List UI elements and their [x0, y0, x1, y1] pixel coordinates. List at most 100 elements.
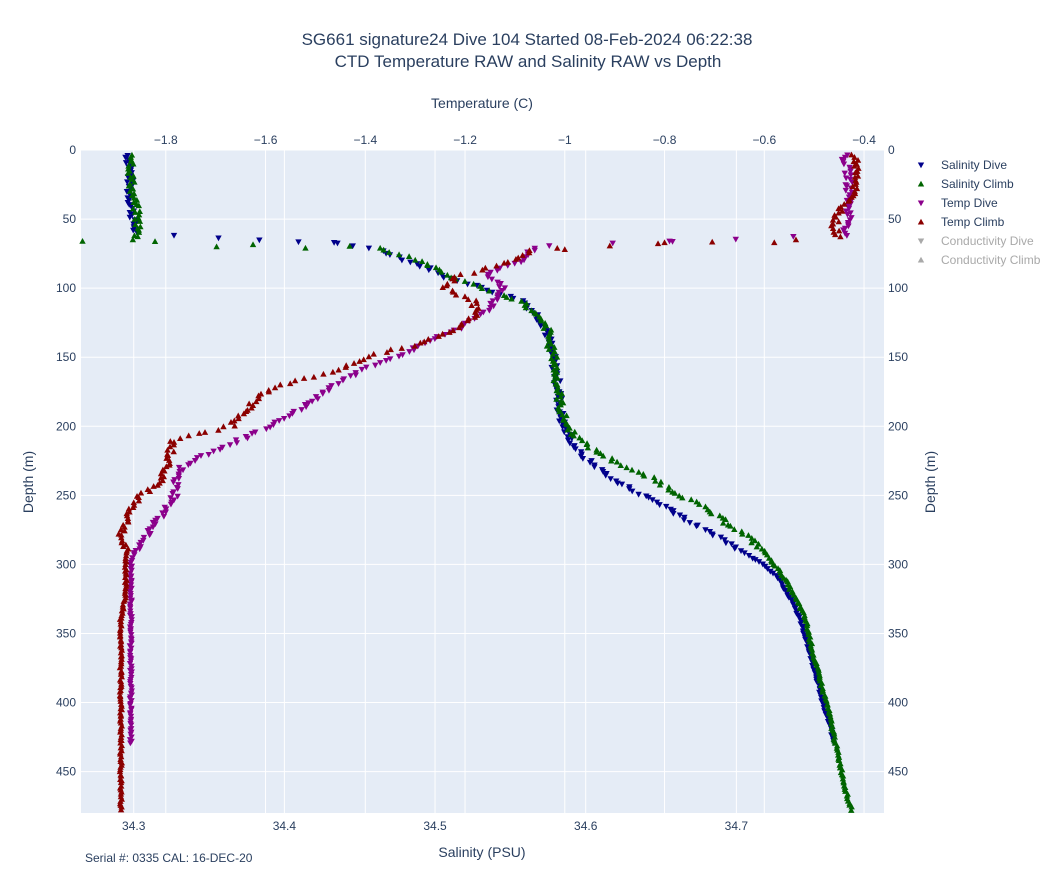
- data-point: [546, 243, 553, 250]
- data-point: [167, 501, 175, 508]
- data-point: [117, 763, 124, 770]
- y-axis-label-left: Depth (m): [20, 451, 36, 513]
- data-point: [124, 179, 131, 186]
- legend-item[interactable]: Temp Dive: [917, 196, 998, 210]
- data-point: [205, 452, 212, 458]
- x-top-tick-label: −1.6: [254, 133, 278, 147]
- legend-item[interactable]: Conductivity Dive: [917, 234, 1034, 248]
- data-point: [116, 633, 124, 640]
- data-point: [193, 455, 201, 461]
- data-point: [170, 479, 177, 486]
- data-point: [122, 591, 129, 598]
- data-point: [755, 559, 763, 565]
- data-point: [170, 448, 177, 455]
- data-point: [843, 232, 851, 239]
- data-point: [277, 381, 284, 388]
- data-point: [847, 172, 855, 179]
- data-point: [470, 280, 477, 287]
- data-point: [640, 472, 648, 479]
- data-point: [826, 707, 833, 713]
- data-point: [125, 162, 132, 169]
- data-point-outlier: [771, 239, 778, 246]
- data-point: [500, 259, 508, 266]
- legend-item[interactable]: Conductivity Climb: [917, 253, 1041, 267]
- data-point: [382, 358, 390, 364]
- data-point: [748, 535, 755, 541]
- data-point: [486, 307, 493, 314]
- data-point: [676, 512, 684, 519]
- data-point: [233, 440, 241, 446]
- x-top-axis-label: Temperature (C): [431, 95, 533, 111]
- data-point: [571, 428, 578, 435]
- legend-item[interactable]: Salinity Climb: [917, 177, 1014, 191]
- data-point: [126, 196, 133, 203]
- data-point: [128, 645, 135, 652]
- data-point: [719, 519, 727, 526]
- data-point: [444, 271, 451, 278]
- data-point: [300, 375, 308, 381]
- data-point: [235, 415, 242, 422]
- data-point-outlier: [661, 239, 668, 246]
- data-point: [553, 364, 561, 371]
- data-point: [157, 470, 165, 477]
- x-bottom-tick-label: 34.3: [122, 819, 146, 833]
- data-point: [356, 358, 363, 364]
- data-point: [732, 236, 739, 243]
- x-bottom-tick-label: 34.4: [273, 819, 297, 833]
- data-point: [832, 213, 840, 220]
- data-point: [449, 288, 457, 295]
- data-point: [346, 242, 353, 249]
- data-point: [220, 423, 227, 430]
- data-point: [425, 267, 433, 274]
- data-point-outlier: [302, 244, 309, 251]
- data-point: [852, 169, 859, 176]
- data-point: [395, 353, 403, 360]
- legend-item[interactable]: Temp Climb: [917, 215, 1005, 229]
- data-point: [170, 232, 178, 239]
- data-point: [314, 396, 322, 402]
- y-tick-label-right: 150: [888, 350, 908, 364]
- data-point: [840, 161, 848, 168]
- data-point: [196, 430, 203, 436]
- data-point: [486, 287, 493, 294]
- data-point: [839, 775, 847, 782]
- data-point: [586, 459, 594, 466]
- data-point: [127, 740, 134, 747]
- data-point: [851, 154, 858, 160]
- data-point: [248, 430, 256, 437]
- legend[interactable]: Salinity Dive Salinity Climb Temp Dive Temp…: [917, 158, 1041, 267]
- data-point: [556, 418, 563, 425]
- data-point: [399, 352, 406, 359]
- data-point: [151, 238, 159, 244]
- data-point: [722, 516, 729, 523]
- data-point: [347, 373, 354, 380]
- data-point: [117, 698, 124, 704]
- data-point: [480, 309, 487, 316]
- data-point: [130, 227, 137, 234]
- y-tick-label-right: 250: [888, 488, 908, 502]
- data-point: [850, 158, 858, 165]
- data-point: [557, 393, 564, 400]
- legend-item[interactable]: Salinity Dive: [917, 158, 1008, 172]
- data-point: [149, 519, 157, 526]
- data-point: [830, 730, 838, 737]
- data-point: [120, 543, 127, 549]
- data-point: [545, 333, 552, 339]
- data-point: [541, 332, 549, 339]
- data-point: [815, 666, 822, 673]
- data-point: [416, 263, 423, 270]
- data-point: [177, 435, 184, 442]
- data-point: [748, 539, 755, 546]
- data-point: [358, 366, 366, 373]
- data-point: [170, 441, 178, 448]
- legend-label: Salinity Climb: [941, 177, 1014, 191]
- data-point: [136, 208, 143, 215]
- serial-cal-footer: Serial #: 0335 CAL: 16-DEC-20: [85, 851, 253, 865]
- data-point: [435, 333, 442, 339]
- plot-area: [81, 150, 884, 813]
- data-point: [511, 260, 518, 267]
- data-point: [607, 476, 614, 483]
- data-point: [808, 646, 816, 653]
- data-point: [538, 317, 545, 324]
- data-point: [122, 160, 130, 166]
